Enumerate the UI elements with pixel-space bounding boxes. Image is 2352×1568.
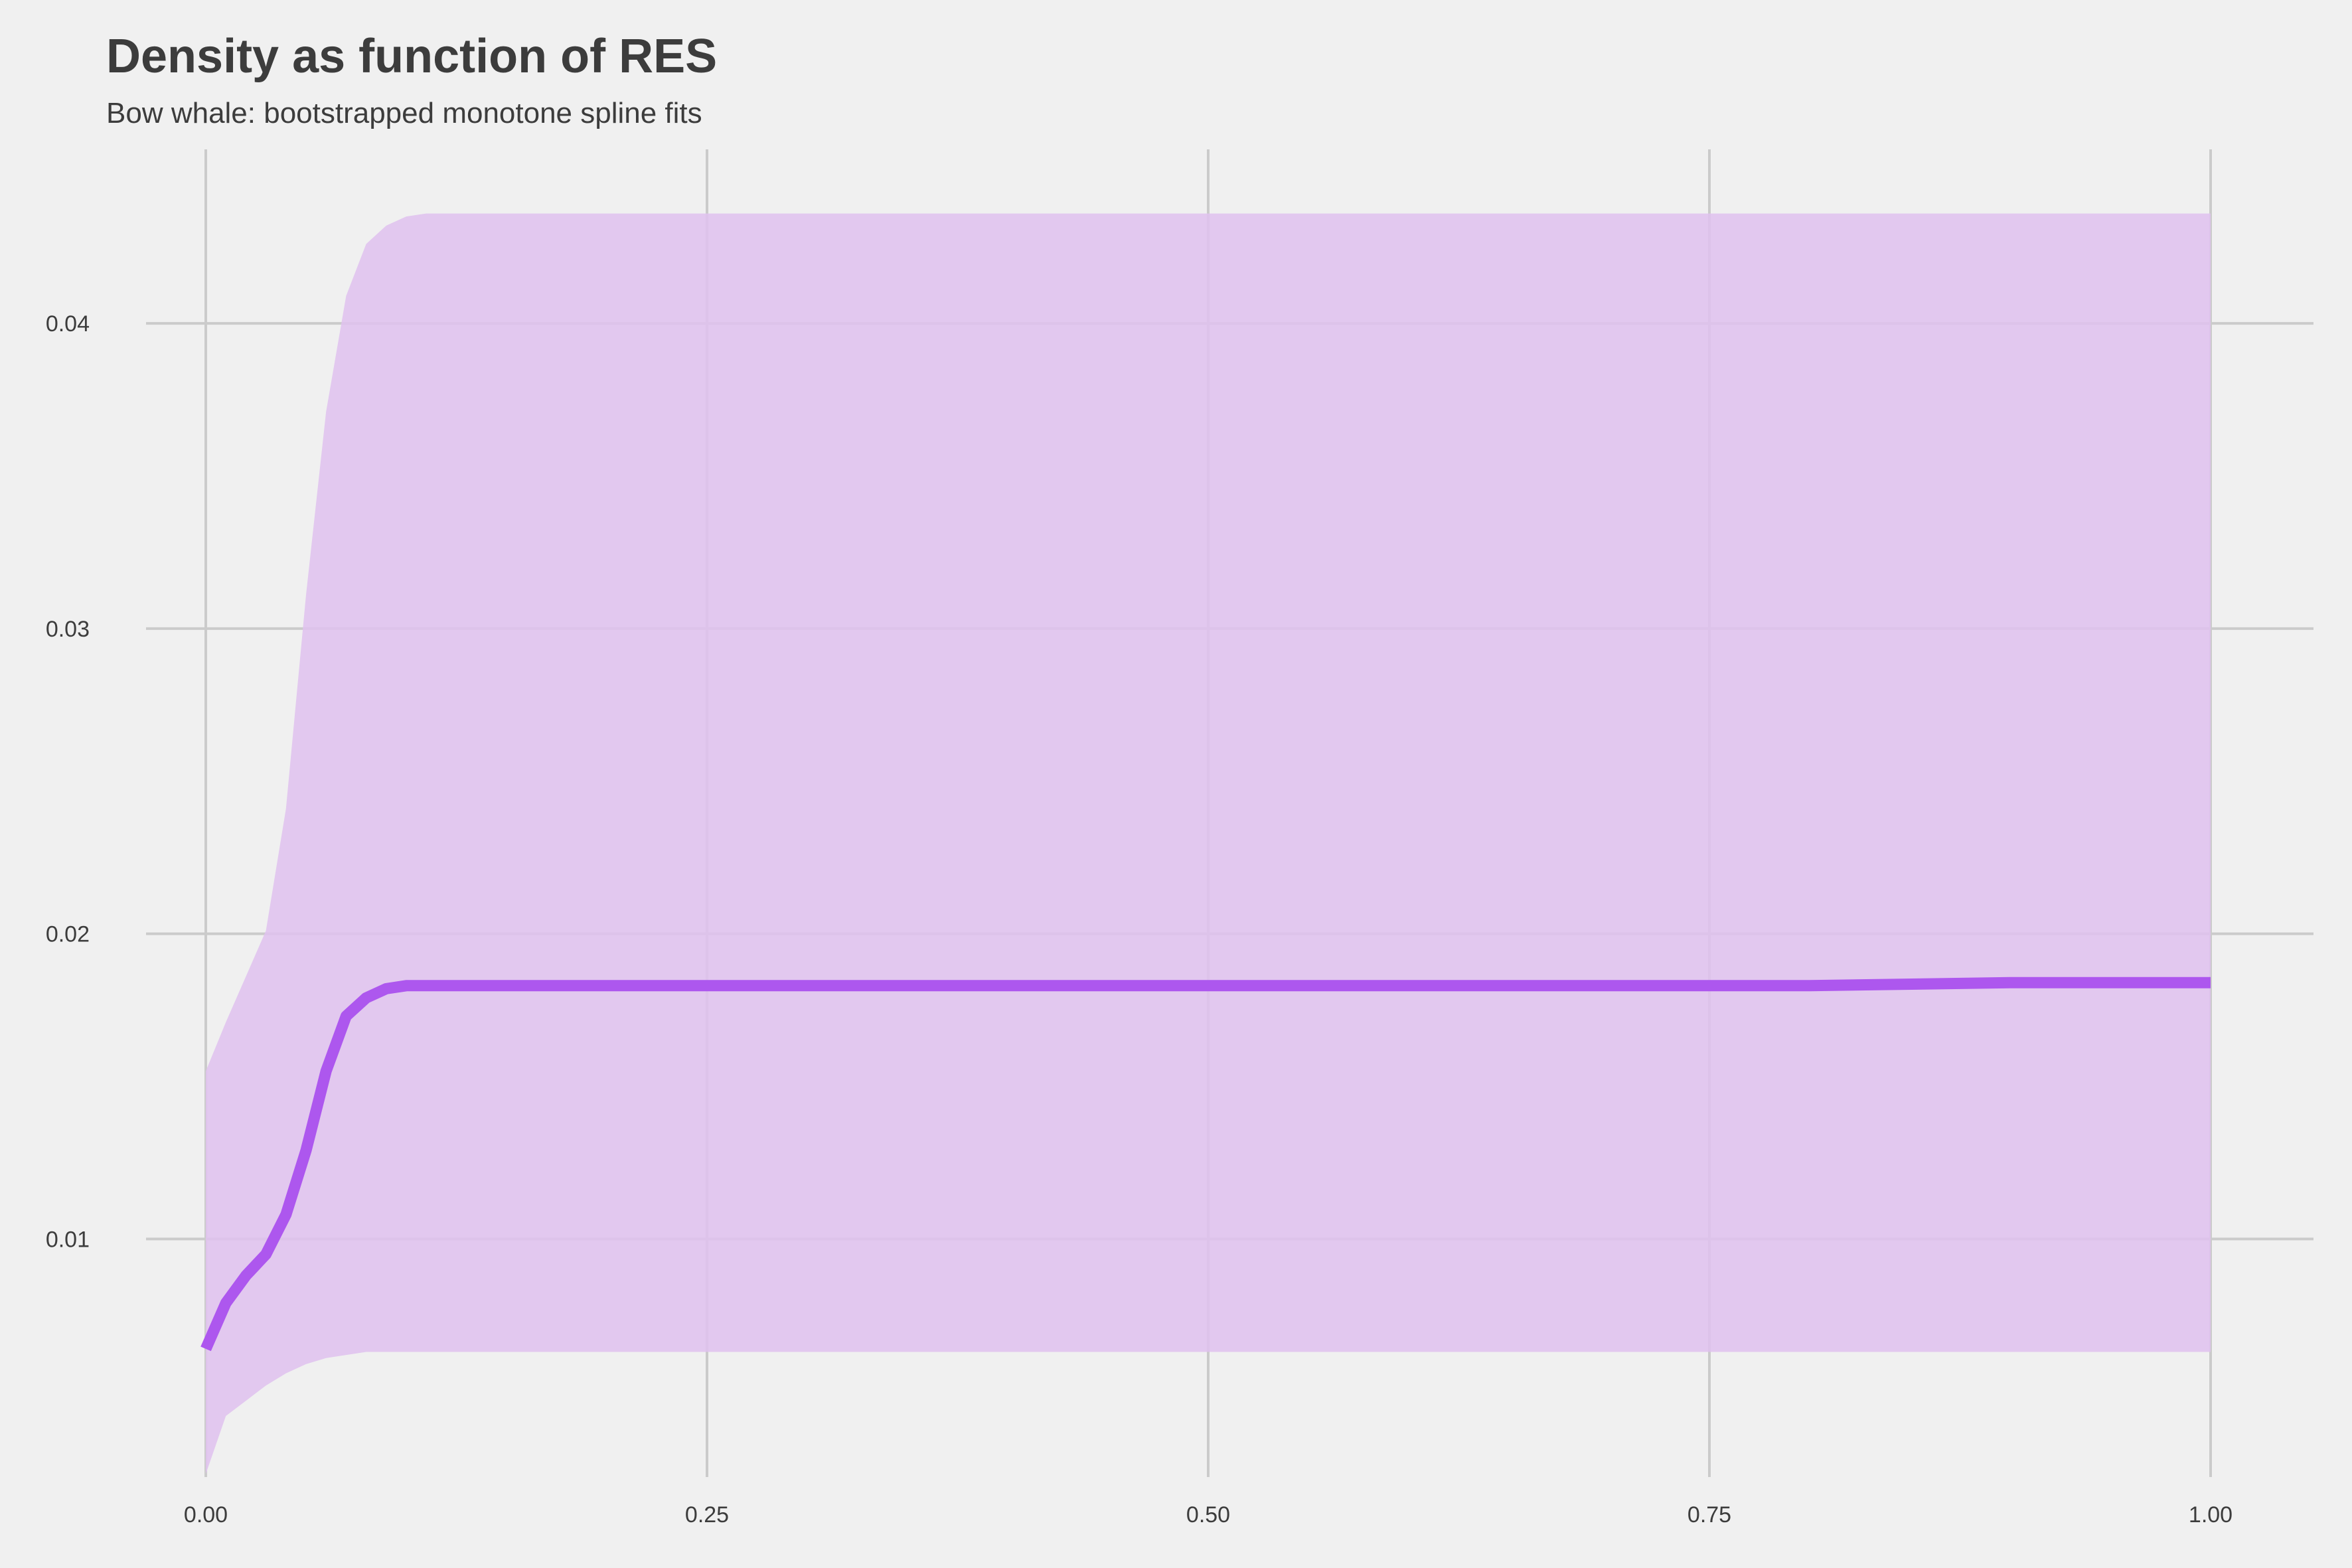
x-tick-label: 0.25: [685, 1502, 729, 1528]
x-tick-label: 1.00: [2189, 1502, 2233, 1528]
y-tick-label: 0.01: [46, 1227, 90, 1252]
fit-line: [200, 977, 2211, 1352]
chart-title: Density as function of RES: [106, 30, 718, 83]
tick-labels: 0.01 0.02 0.03 0.04 0.00 0.25 0.50 0.75 1.00: [46, 311, 2233, 1528]
x-tick-label: 0.00: [184, 1502, 228, 1528]
x-tick-label: 0.75: [1687, 1502, 1731, 1528]
confidence-band-layer: [206, 213, 2211, 1474]
chart-subtitle: Bow whale: bootstrapped monotone spline …: [106, 97, 702, 129]
fit-line-layer: [200, 977, 2211, 1352]
y-tick-label: 0.02: [46, 922, 90, 947]
x-tick-label: 0.50: [1186, 1502, 1230, 1528]
y-tick-label: 0.03: [46, 617, 90, 642]
y-tick-label: 0.04: [46, 311, 90, 337]
confidence-band: [206, 213, 2211, 1474]
